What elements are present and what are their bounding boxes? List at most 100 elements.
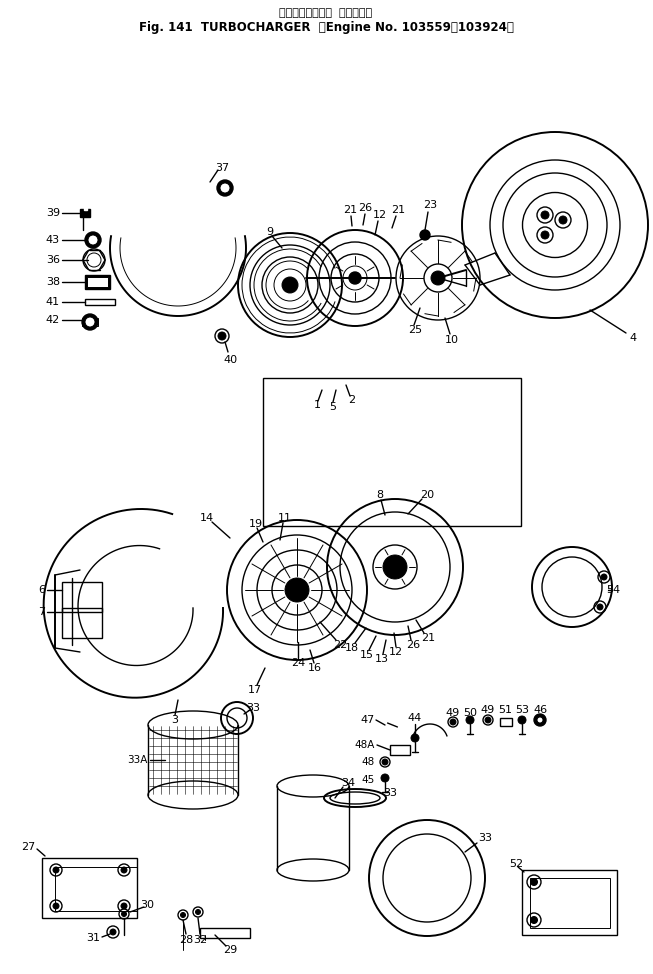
Bar xyxy=(200,928,250,938)
Text: 49: 49 xyxy=(481,705,495,715)
Text: 33: 33 xyxy=(383,788,397,798)
Circle shape xyxy=(53,867,59,873)
Text: 23: 23 xyxy=(423,200,437,210)
Bar xyxy=(42,858,137,918)
Text: 32: 32 xyxy=(193,935,207,945)
Text: 20: 20 xyxy=(420,490,434,500)
Text: 33: 33 xyxy=(246,703,260,713)
Circle shape xyxy=(383,555,407,579)
Circle shape xyxy=(541,211,549,219)
Text: 53: 53 xyxy=(515,705,529,715)
Text: 39: 39 xyxy=(46,208,60,218)
Bar xyxy=(522,870,617,935)
Bar xyxy=(500,718,512,726)
Circle shape xyxy=(431,271,445,285)
Text: 30: 30 xyxy=(140,900,154,910)
Text: 8: 8 xyxy=(376,490,383,500)
Text: 12: 12 xyxy=(373,210,387,220)
Text: 40: 40 xyxy=(223,355,237,365)
Text: 13: 13 xyxy=(375,654,389,664)
Circle shape xyxy=(597,604,603,610)
Text: 12: 12 xyxy=(389,647,403,657)
Text: 49: 49 xyxy=(446,708,460,718)
Circle shape xyxy=(121,903,127,909)
Text: 37: 37 xyxy=(215,163,229,173)
Text: 19: 19 xyxy=(249,519,263,529)
Text: 34: 34 xyxy=(341,778,355,788)
Text: 3: 3 xyxy=(172,715,178,725)
Text: 5: 5 xyxy=(330,402,336,412)
Circle shape xyxy=(381,774,389,782)
Text: 41: 41 xyxy=(46,297,60,307)
Text: 25: 25 xyxy=(408,325,422,335)
Circle shape xyxy=(559,216,567,224)
Text: 48A: 48A xyxy=(355,740,375,750)
Circle shape xyxy=(349,272,361,284)
Text: 21: 21 xyxy=(343,205,357,215)
Circle shape xyxy=(420,230,430,240)
Circle shape xyxy=(217,180,233,196)
Text: 18: 18 xyxy=(345,643,359,653)
Text: 42: 42 xyxy=(46,315,60,325)
Text: 48: 48 xyxy=(362,757,375,767)
Bar xyxy=(55,867,137,911)
Circle shape xyxy=(218,332,226,340)
Text: 28: 28 xyxy=(179,935,193,945)
Text: 44: 44 xyxy=(408,713,422,723)
Text: 22: 22 xyxy=(333,640,347,650)
Circle shape xyxy=(450,719,456,725)
Bar xyxy=(530,878,610,928)
Bar xyxy=(62,608,102,638)
Text: 9: 9 xyxy=(266,227,274,237)
Text: Fig. 141  TURBOCHARGER  （Engine No. 103559～103924）: Fig. 141 TURBOCHARGER （Engine No. 103559… xyxy=(138,21,513,34)
Circle shape xyxy=(285,578,309,602)
Circle shape xyxy=(121,867,127,873)
Bar xyxy=(62,582,102,612)
Text: 26: 26 xyxy=(358,203,372,213)
Text: 10: 10 xyxy=(445,335,459,345)
Text: 54: 54 xyxy=(606,585,620,595)
Circle shape xyxy=(85,317,95,327)
Text: 36: 36 xyxy=(46,255,60,265)
Text: 17: 17 xyxy=(248,685,262,695)
Circle shape xyxy=(411,734,419,742)
Text: 2: 2 xyxy=(349,395,356,405)
Text: 33A: 33A xyxy=(127,755,148,765)
Circle shape xyxy=(466,716,474,724)
Bar xyxy=(87,277,108,287)
Text: 31: 31 xyxy=(86,933,100,943)
Text: 21: 21 xyxy=(421,633,435,643)
Circle shape xyxy=(53,903,59,909)
Text: 52: 52 xyxy=(509,859,523,869)
Bar xyxy=(390,745,410,755)
Text: 38: 38 xyxy=(46,277,60,287)
Circle shape xyxy=(541,231,549,239)
Bar xyxy=(85,299,115,305)
Circle shape xyxy=(195,910,200,915)
Bar xyxy=(263,378,521,526)
Circle shape xyxy=(88,235,98,245)
Text: 43: 43 xyxy=(46,235,60,245)
Circle shape xyxy=(85,232,101,248)
Circle shape xyxy=(530,879,537,885)
Circle shape xyxy=(534,714,546,726)
Text: 33: 33 xyxy=(478,833,492,843)
Text: ターボチャージャ  （適用号機: ターボチャージャ （適用号機 xyxy=(279,8,373,18)
Circle shape xyxy=(601,574,607,580)
Text: 50: 50 xyxy=(463,708,477,718)
Text: 15: 15 xyxy=(360,650,374,660)
Text: 4: 4 xyxy=(629,333,637,343)
Bar xyxy=(85,275,110,289)
Circle shape xyxy=(537,717,543,723)
Text: 27: 27 xyxy=(21,842,35,852)
Text: 1: 1 xyxy=(313,400,321,410)
Text: 14: 14 xyxy=(200,513,214,523)
Circle shape xyxy=(82,314,98,330)
Text: 47: 47 xyxy=(360,715,375,725)
Text: 26: 26 xyxy=(406,640,420,650)
Bar xyxy=(84,207,87,210)
Text: 16: 16 xyxy=(308,663,322,673)
Text: 7: 7 xyxy=(38,607,45,617)
Text: 24: 24 xyxy=(291,658,305,668)
Circle shape xyxy=(220,183,230,193)
